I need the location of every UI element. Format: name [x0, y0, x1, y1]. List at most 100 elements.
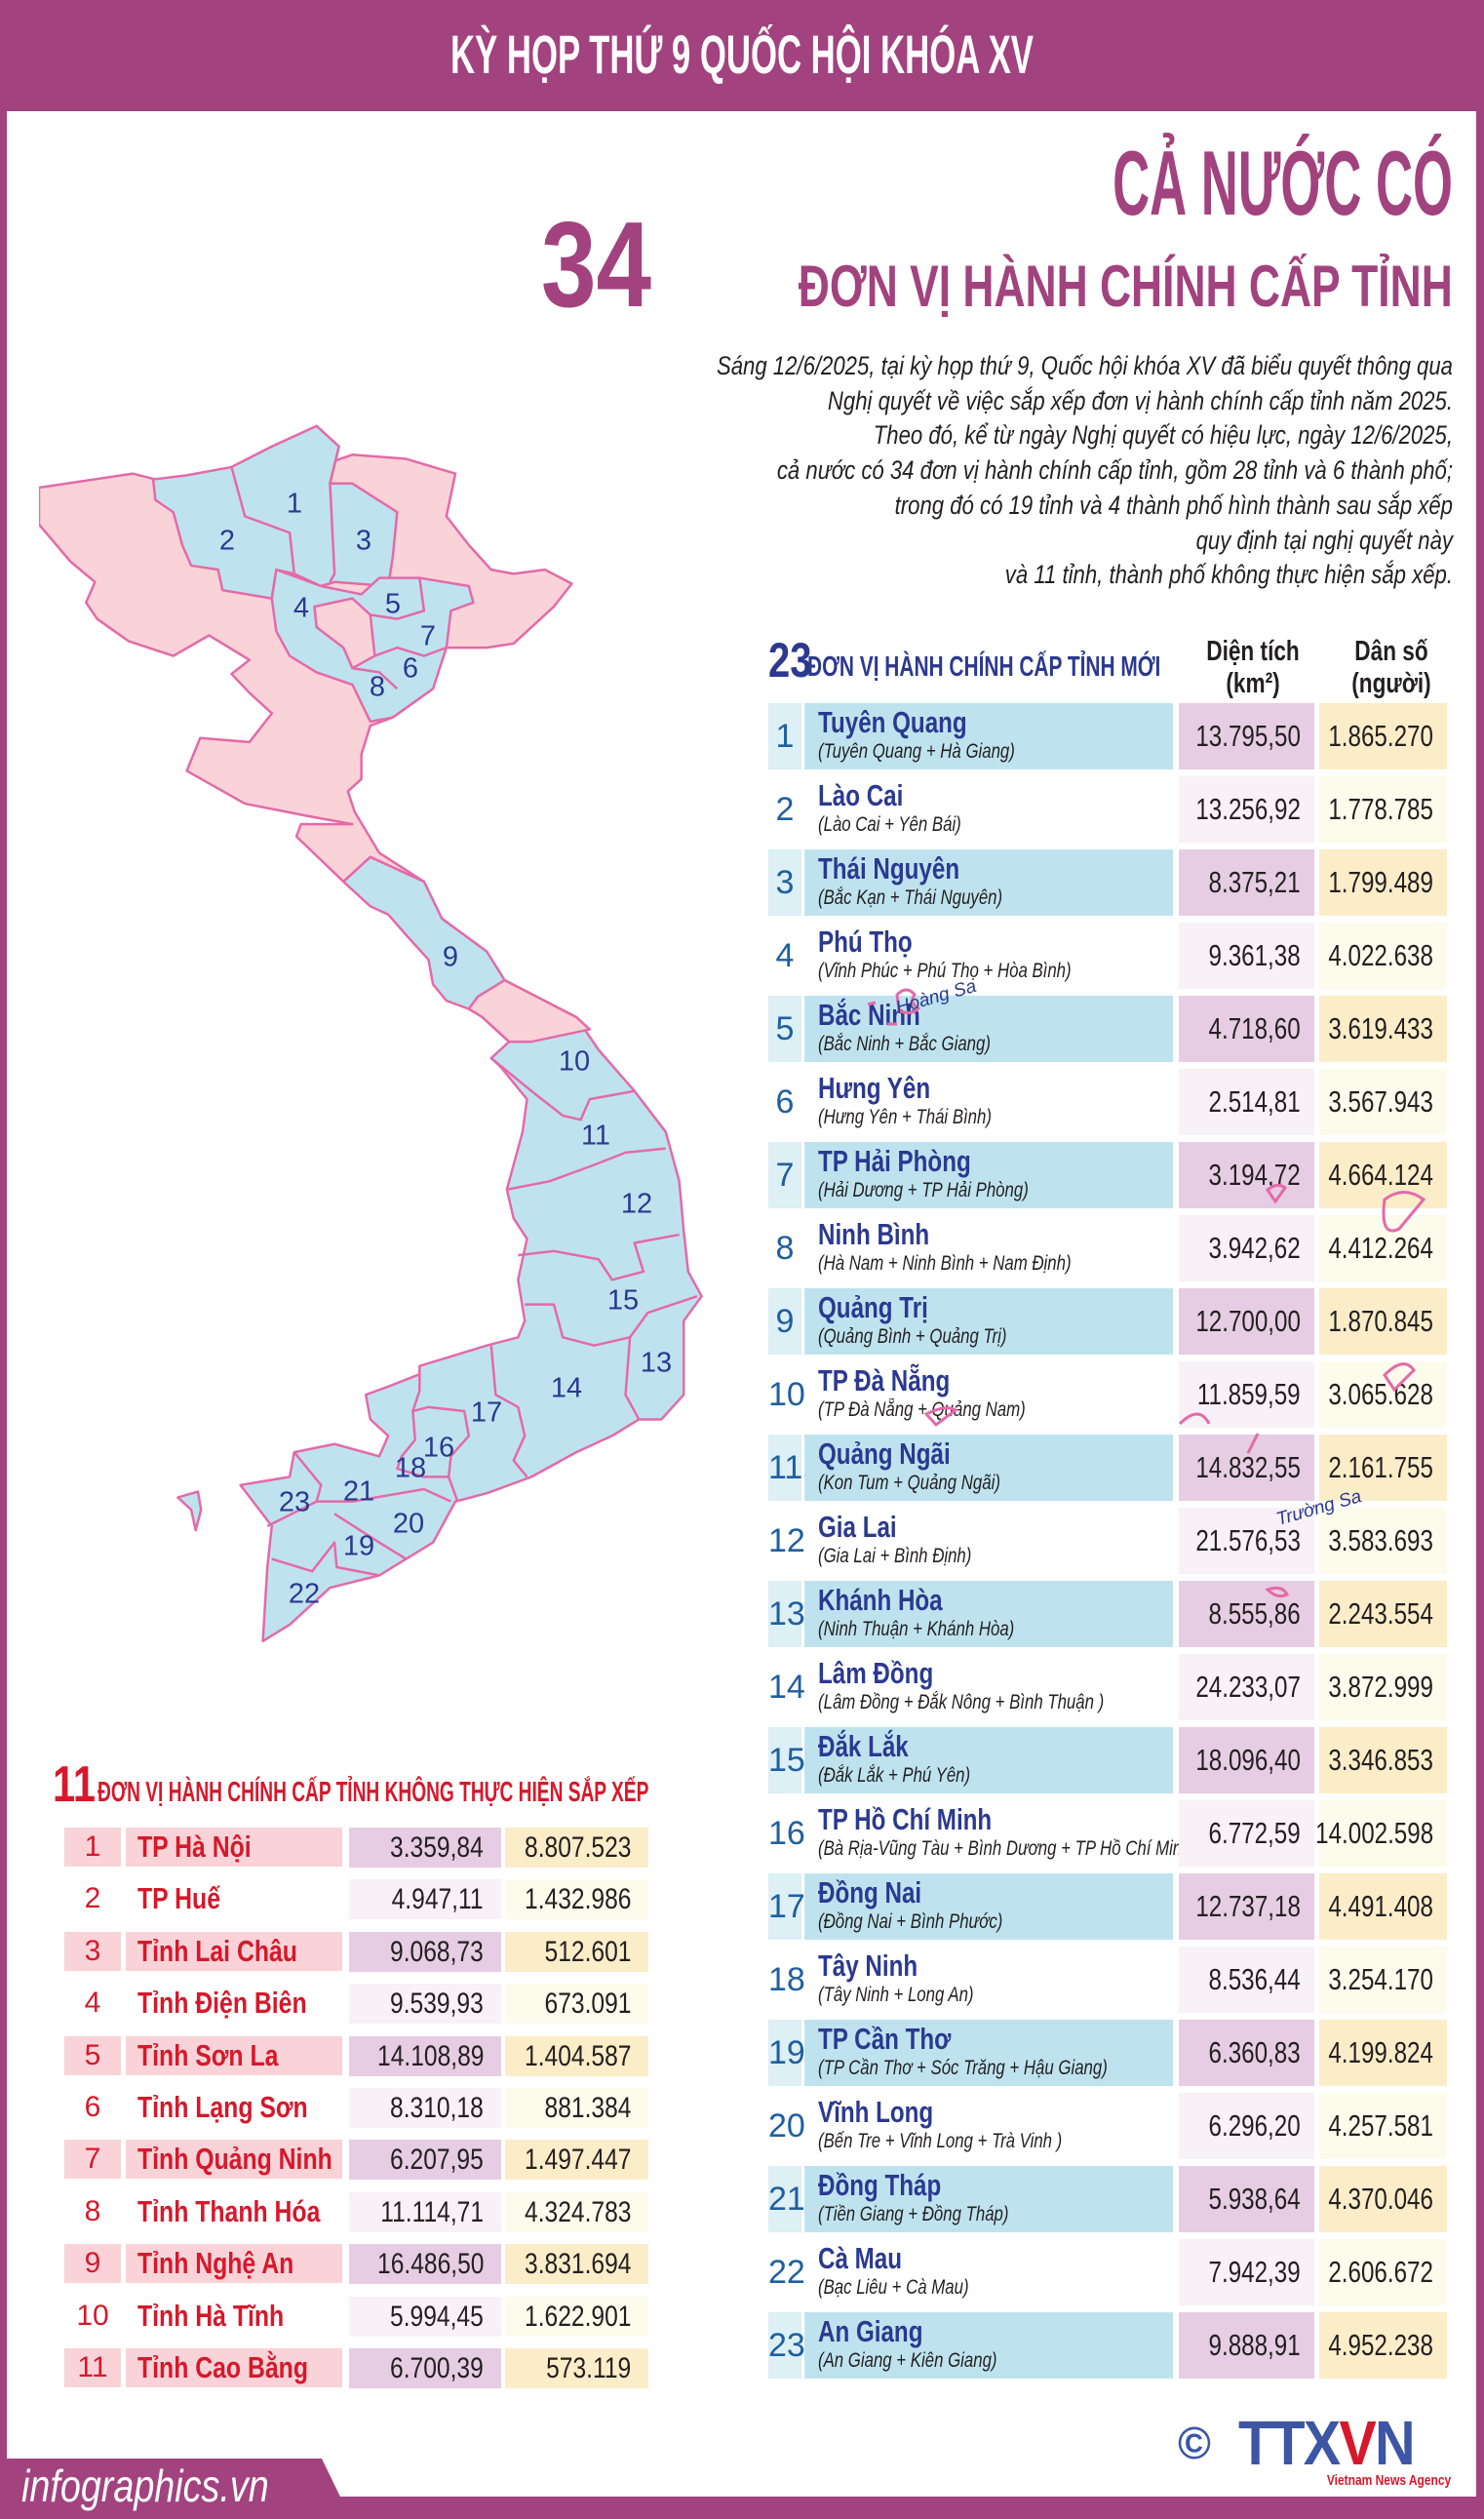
row-name-cell: Tỉnh Nghệ An	[126, 2244, 342, 2284]
table-row: 14 Lâm Đồng (Lâm Đồng + Đắk Nông + Bình Th…	[768, 1654, 1451, 1720]
row-name-cell: Quảng Ngãi (Kon Tum + Quảng Ngãi)	[804, 1435, 1173, 1501]
population-cell: 4.257.581	[1319, 2093, 1447, 2159]
province-name: Hưng Yên	[818, 1071, 931, 1105]
unchanged-units-title: ĐƠN VỊ HÀNH CHÍNH CẤP TỈNH KHÔNG THỰC HI…	[98, 1777, 649, 1808]
population-cell: 14.002.598	[1315, 1800, 1447, 1867]
population-value: 4.664.124	[1328, 1158, 1433, 1192]
map-island-phu-quoc	[177, 1492, 201, 1531]
population-cell: 2.161.755	[1319, 1435, 1447, 1501]
province-name: Tây Ninh	[818, 1948, 918, 1983]
population-cell: 3.872.999	[1319, 1654, 1447, 1720]
area-value: 21.576,53	[1195, 1523, 1301, 1557]
merged-provinces: (Tây Ninh + Long An)	[818, 1984, 974, 2006]
province-name: Thái Nguyên	[818, 851, 960, 886]
population-value: 1.622.901	[524, 2300, 631, 2333]
area-cell: 2.514,81	[1179, 1069, 1314, 1135]
intro-line: và 11 tỉnh, thành phố không thực hiện sắ…	[1004, 560, 1453, 590]
population-value: 3.583.693	[1328, 1523, 1433, 1557]
area-value: 9.539,93	[390, 1988, 484, 2021]
province-name: TP Huế	[137, 1881, 220, 1916]
population-value: 8.807.523	[524, 1831, 631, 1864]
row-name-cell: Tỉnh Thanh Hóa	[126, 2192, 342, 2231]
table-row: 1 TP Hà Nội 3.359,84 8.807.523	[64, 1828, 649, 1868]
row-name-cell: Tỉnh Lạng Sơn	[126, 2088, 342, 2127]
population-cell: 881.384	[505, 2088, 648, 2128]
map-region-label: 8	[369, 671, 386, 703]
area-cell: 6.207,95	[349, 2140, 501, 2181]
area-cell: 24.233,07	[1179, 1654, 1314, 1720]
table-row: 2 TP Huế 4.947,11 1.432.986	[64, 1879, 649, 1920]
area-value: 6.772,59	[1208, 1816, 1301, 1850]
row-number: 11	[64, 2348, 121, 2387]
merged-provinces: (Lào Cai + Yên Bái)	[818, 813, 961, 836]
row-number: 10	[76, 2299, 109, 2332]
population-value: 3.831.694	[524, 2248, 631, 2281]
area-cell: 6.700,39	[349, 2348, 501, 2388]
table-row: 7 TP Hải Phòng (Hải Dương + TP Hải Phòng) 3…	[768, 1142, 1451, 1208]
headline-line2: ĐƠN VỊ HÀNH CHÍNH CẤP TỈNH	[798, 254, 1453, 319]
area-cell: 14.832,55	[1179, 1435, 1314, 1501]
row-number: 10	[768, 1376, 805, 1413]
population-cell: 3.583.693	[1319, 1508, 1447, 1574]
map-region-label: 6	[402, 652, 419, 685]
population-value: 4.022.638	[1328, 938, 1433, 972]
map-region-hue	[469, 980, 590, 1042]
population-value: 2.606.672	[1328, 2255, 1433, 2289]
area-cell: 12.737,18	[1179, 1873, 1314, 1940]
population-value: 1.497.447	[524, 2144, 631, 2177]
agency-name: Vietnam News Agency	[1326, 2472, 1451, 2489]
merged-provinces: (Lâm Đồng + Đắk Nông + Bình Thuận )	[818, 1691, 1105, 1713]
area-value: 3.359,84	[390, 1831, 484, 1864]
table-row: 5 Tỉnh Sơn La 14.108,89 1.404.587	[64, 2035, 649, 2076]
area-value: 16.486,50	[376, 2248, 484, 2281]
table-row: 4 Tỉnh Điện Biên 9.539,93 673.091	[64, 1984, 649, 2025]
area-cell: 8.536,44	[1179, 1947, 1314, 2013]
population-value: 512.601	[544, 1935, 631, 1968]
row-number: 3	[768, 849, 801, 916]
row-name-cell: Tuyên Quang (Tuyên Quang + Hà Giang)	[804, 703, 1173, 769]
population-value: 4.952.238	[1328, 2328, 1433, 2362]
map-region-label: 1	[286, 488, 303, 520]
merged-provinces: (Bà Rịa-Vũng Tàu + Bình Dương + TP Hồ Ch…	[818, 1837, 1197, 1860]
population-value: 1.778.785	[1328, 792, 1433, 826]
row-number: 8	[775, 1230, 795, 1267]
province-name: Phú Thọ	[818, 925, 913, 959]
table-row: 22 Cà Mau (Bạc Liêu + Cà Mau) 7.942,39 2.606…	[768, 2239, 1451, 2305]
row-name-cell: TP Hồ Chí Minh (Bà Rịa-Vũng Tàu + Bình Dư…	[804, 1800, 1196, 1867]
merged-provinces: (TP Đà Nẵng + Quảng Nam)	[818, 1398, 1026, 1421]
map-region-label: 14	[550, 1372, 583, 1404]
row-name-cell: Hưng Yên (Hưng Yên + Thái Bình)	[804, 1069, 1173, 1135]
area-value: 9.068,73	[390, 1935, 484, 1968]
merged-provinces: (Tiền Giang + Đồng Tháp)	[818, 2203, 1009, 2225]
area-cell: 8.555,86	[1179, 1581, 1314, 1647]
column-header-area: Diện tích (km²)	[1192, 636, 1314, 700]
province-name: Tỉnh Cao Bằng	[137, 2350, 308, 2384]
column-header-population-unit: (người)	[1351, 668, 1431, 699]
table-row: 9 Quảng Trị (Quảng Bình + Quảng Trị) 12.700…	[768, 1288, 1451, 1355]
column-header-area-label: Diện tích	[1206, 636, 1300, 667]
province-name: TP Hà Nội	[137, 1830, 252, 1864]
area-value: 5.994,45	[390, 2300, 484, 2333]
table-row: 8 Ninh Bình (Hà Nam + Ninh Bình + Nam Định…	[768, 1215, 1451, 1281]
area-value: 6.296,20	[1208, 2108, 1301, 2143]
row-name-cell: TP Đà Nẵng (TP Đà Nẵng + Quảng Nam)	[804, 1361, 1173, 1428]
province-name: Đồng Tháp	[818, 2168, 942, 2202]
area-cell: 16.486,50	[349, 2244, 501, 2285]
table-row: 12 Gia Lai (Gia Lai + Bình Định) 21.576,53 3…	[768, 1508, 1451, 1574]
row-number: 4	[84, 1987, 101, 2020]
area-value: 9.888,91	[1208, 2328, 1301, 2362]
area-cell: 9.539,93	[349, 1984, 501, 2025]
merged-provinces: (Đắk Lắk + Phú Yên)	[818, 1764, 971, 1787]
row-number: 17	[768, 1873, 805, 1940]
area-value: 11.859,59	[1197, 1377, 1301, 1411]
row-name-cell: Quảng Trị (Quảng Bình + Quảng Trị)	[804, 1288, 1173, 1355]
area-cell: 9.068,73	[349, 1931, 501, 1972]
province-name: Tỉnh Nghệ An	[137, 2246, 294, 2281]
area-cell: 9.888,91	[1179, 2312, 1314, 2379]
area-cell: 9.361,38	[1179, 923, 1314, 989]
area-cell: 6.296,20	[1179, 2093, 1314, 2159]
population-value: 4.370.046	[1328, 2182, 1433, 2216]
population-value: 1.404.587	[524, 2039, 631, 2072]
row-number: 9	[768, 1288, 801, 1355]
table-row: 6 Hưng Yên (Hưng Yên + Thái Bình) 2.514,81 3…	[768, 1069, 1451, 1135]
